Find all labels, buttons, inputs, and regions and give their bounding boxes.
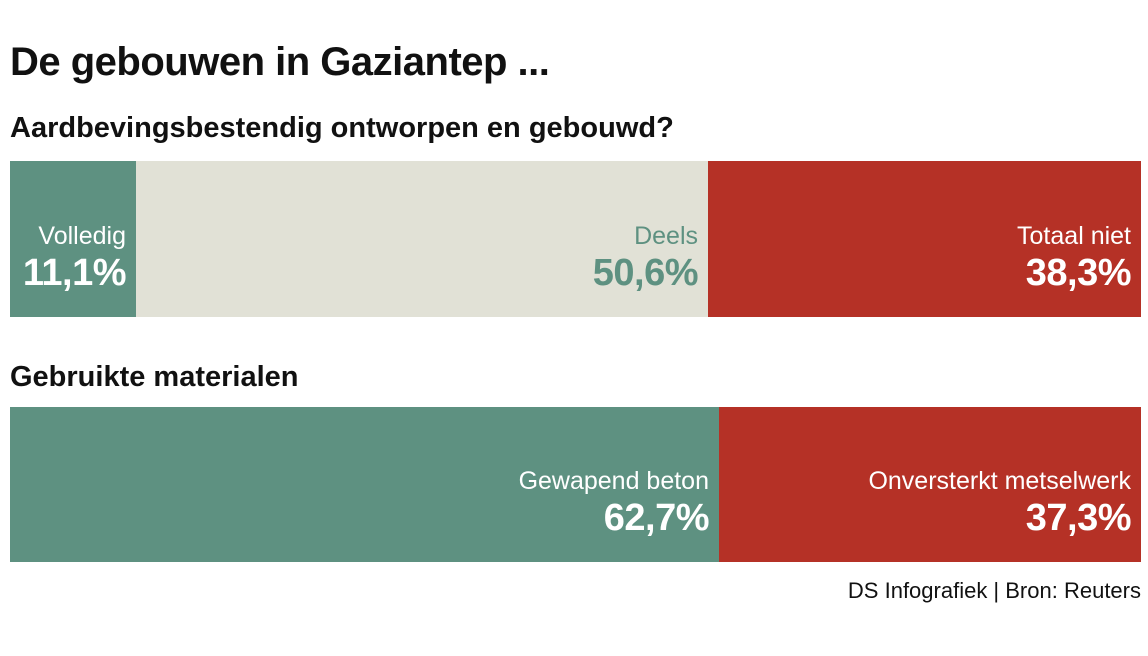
chart-title: De gebouwen in Gaziantep ...: [10, 40, 550, 84]
chart-1-stacked-bar: Volledig 11,1% Deels 50,6% Totaal niet 38,3%: [10, 161, 1141, 317]
bar-segment-2: Deels 50,6%: [136, 161, 708, 317]
segment-value: 11,1%: [22, 252, 127, 294]
bar-segment-1: Gewapend beton 62,7%: [10, 407, 719, 562]
segment-label: Onversterkt metselwerk: [868, 467, 1131, 495]
segment-text: Totaal niet 38,3%: [1017, 221, 1131, 295]
segment-text: Onversterkt metselwerk 37,3%: [868, 466, 1131, 540]
segment-label: Totaal niet: [1017, 222, 1131, 250]
chart-1-title: Aardbevingsbestendig ontworpen en gebouw…: [10, 112, 674, 144]
segment-value: 62,7%: [603, 497, 710, 539]
bar-segment-3: Totaal niet 38,3%: [708, 161, 1141, 317]
segment-text: Gewapend beton 62,7%: [518, 466, 710, 540]
segment-value: 50,6%: [592, 252, 699, 294]
chart-2-stacked-bar: Gewapend beton 62,7% Onversterkt metselwer…: [10, 407, 1141, 562]
segment-value: 38,3%: [1025, 252, 1132, 294]
bar-segment-1: Volledig 11,1%: [10, 161, 136, 317]
segment-label: Volledig: [38, 222, 126, 250]
bar-segment-2: Onversterkt metselwerk 37,3%: [719, 407, 1141, 562]
segment-label: Gewapend beton: [518, 467, 709, 495]
segment-text: Volledig 11,1%: [22, 221, 127, 295]
segment-label: Deels: [634, 222, 698, 250]
segment-value: 37,3%: [1025, 497, 1132, 539]
chart-2-title: Gebruikte materialen: [10, 361, 299, 393]
segment-text: Deels 50,6%: [592, 221, 699, 295]
source-credit: DS Infografiek | Bron: Reuters: [847, 578, 1141, 603]
